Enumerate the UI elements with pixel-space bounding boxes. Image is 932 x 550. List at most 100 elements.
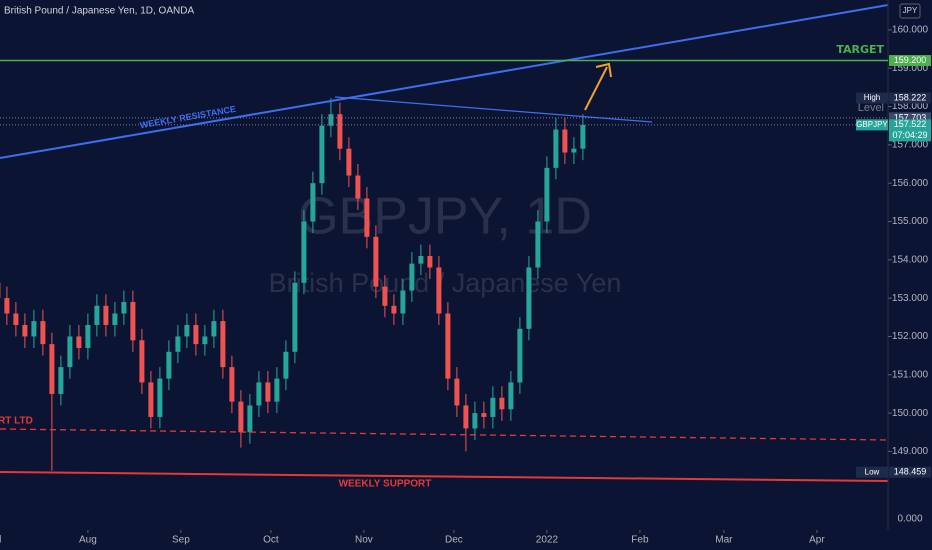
- candle-body: [247, 405, 253, 433]
- candle-body: [490, 397, 496, 417]
- candle-body: [220, 321, 226, 368]
- candle-body: [382, 286, 388, 306]
- target-label: TARGET: [836, 43, 884, 56]
- candle-body: [193, 324, 199, 345]
- price-tags: 159.200 158.222 High 157.703157.52207:04:29…: [0, 55, 931, 478]
- candle-body: [391, 305, 397, 314]
- candle-body: [229, 367, 235, 402]
- y-tick-label: 151.000: [892, 369, 929, 380]
- candle-body: [562, 129, 568, 153]
- price-tag: [889, 55, 931, 67]
- x-tick-label: Nov: [355, 535, 373, 546]
- price-tag: [889, 119, 931, 142]
- x-tick-label: Mar: [715, 535, 733, 546]
- candle-body: [130, 301, 136, 341]
- candle-body: [472, 413, 478, 429]
- x-tick-label: Aug: [79, 535, 97, 546]
- price-tag-label: 148.459: [894, 467, 927, 477]
- candle-body: [418, 255, 424, 264]
- price-tag-name-bg: [856, 119, 888, 131]
- candle-body: [319, 125, 325, 184]
- y-extra-label: 0.000: [897, 514, 922, 525]
- candle-body: [166, 351, 172, 379]
- support-label: WEEKLY SUPPORT: [339, 479, 432, 490]
- candle-body: [202, 336, 208, 345]
- candle-body: [58, 367, 64, 394]
- y-tick-label: 155.000: [892, 216, 929, 227]
- candle-body: [13, 313, 19, 325]
- candle-body: [40, 321, 46, 345]
- price-tag-label: 157.522: [894, 119, 927, 129]
- candle-body: [508, 382, 514, 410]
- candle-body: [22, 324, 28, 337]
- y-tick-label: 154.000: [892, 254, 929, 265]
- candle-body: [103, 305, 109, 325]
- candle-body: [256, 382, 262, 406]
- candle-body: [373, 236, 379, 287]
- price-tag-name-bg: [856, 466, 888, 478]
- price-tag: [889, 466, 931, 478]
- price-tag-name-bg: [856, 92, 888, 104]
- watermark-name: British Pound / Japanese Yen: [269, 268, 622, 298]
- y-tick-label: 157.000: [892, 139, 929, 150]
- x-tick-label: Jul: [0, 535, 1, 546]
- x-tick-label: Dec: [445, 535, 463, 546]
- candle-body: [4, 298, 10, 314]
- candle-body: [436, 267, 442, 314]
- candle-body: [328, 114, 334, 126]
- candle-body: [67, 336, 73, 368]
- y-tick-label: 160.000: [892, 25, 929, 36]
- level-label: Level: [858, 102, 884, 114]
- x-tick-label: 2022: [536, 535, 559, 546]
- support-ltd-line: [0, 428, 889, 441]
- lower-high-line: [334, 96, 653, 123]
- candle-body: [544, 167, 550, 222]
- candle-body: [580, 124, 586, 149]
- price-tag-label: 158.222: [894, 92, 927, 102]
- candle-body: [481, 413, 487, 417]
- candle-body: [346, 148, 352, 176]
- axes: 149.000 150.000 151.000 152.000 153.000 154.0…: [0, 25, 929, 546]
- candle-body: [571, 148, 577, 153]
- candle-body: [526, 267, 532, 329]
- candle-body: [283, 351, 289, 379]
- y-tick-label: 150.000: [892, 408, 929, 419]
- candle-body: [517, 328, 523, 383]
- candle-body: [76, 336, 82, 348]
- price-tag-countdown: 07:04:29: [892, 130, 927, 140]
- candle-body: [211, 321, 217, 337]
- currency-box[interactable]: [899, 3, 921, 19]
- candle-body: [400, 290, 406, 314]
- candle-body: [445, 313, 451, 379]
- candle-body: [454, 378, 460, 406]
- price-tag: [889, 92, 931, 104]
- y-tick-label: 153.000: [892, 293, 929, 304]
- support-ltd-label: RT LTD: [0, 416, 33, 427]
- candle-body: [139, 340, 145, 383]
- y-tick-label: 156.000: [892, 178, 929, 189]
- weekly-support-line: [0, 471, 889, 482]
- candle-body: [499, 397, 505, 410]
- candle-body: [355, 175, 361, 199]
- candle-body: [301, 221, 307, 283]
- candle-body: [337, 114, 343, 149]
- candle-body: [364, 198, 370, 237]
- y-tick-label: 152.000: [892, 331, 929, 342]
- candle-body: [238, 401, 244, 433]
- candle-body: [265, 382, 271, 402]
- x-tick-label: Apr: [809, 535, 825, 546]
- currency[interactable]: JPY: [903, 6, 918, 15]
- price-tag-label: 157.703: [894, 112, 927, 122]
- candle-body: [121, 301, 127, 314]
- candle-body: [553, 129, 559, 168]
- candles: [0, 98, 586, 471]
- y-tick-label: 149.000: [892, 446, 929, 457]
- candle-body: [175, 336, 181, 352]
- drawings: WEEKLY RESISTANCE WEEKLY SUPPORT RT LTD …: [0, 4, 889, 490]
- y-tick-label: 159.000: [892, 63, 929, 74]
- candle-body: [184, 324, 190, 337]
- x-tick-label: Oct: [263, 535, 279, 546]
- symbol-title: British Pound / Japanese Yen, 1D, OANDA: [4, 6, 194, 17]
- price-tag: [889, 112, 931, 124]
